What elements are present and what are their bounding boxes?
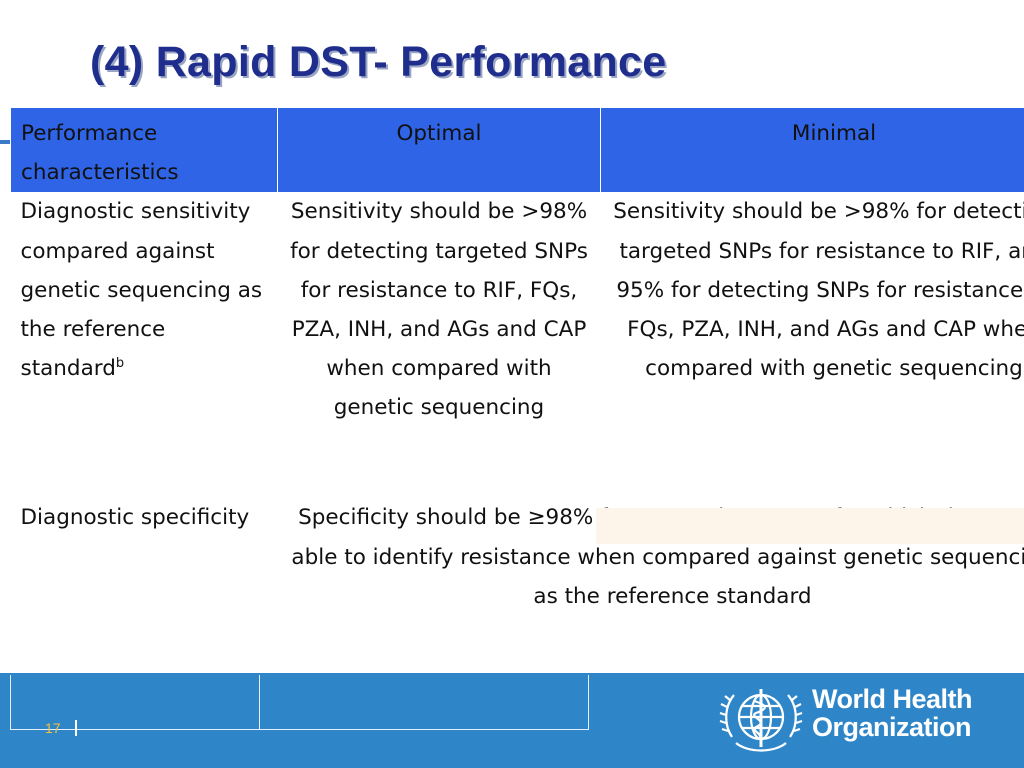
footer-frame-left — [10, 675, 260, 730]
header-performance-characteristics: Performance characteristics — [10, 108, 278, 193]
header-minimal: Minimal — [600, 108, 1024, 193]
footer-band — [0, 673, 1024, 768]
cell-minimal-sensitivity: Sensitivity should be >98% for detecting… — [613, 199, 1024, 382]
footer-frame-middle — [258, 675, 589, 730]
footnote-marker: b — [115, 356, 125, 372]
row-label-sensitivity: Diagnostic sensitivity compared against … — [11, 192, 278, 492]
who-name-line1: World Health — [812, 684, 973, 714]
who-logo: World Health Organization — [718, 677, 978, 757]
row-label-text: Diagnostic sensitivity compared against … — [20, 199, 263, 382]
highlight-band — [596, 508, 1024, 544]
page-number: 17 — [45, 720, 61, 736]
page-number-separator — [75, 720, 77, 736]
left-accent-mark — [0, 140, 12, 144]
table-header-row: Performance characteristics Optimal Mini… — [10, 108, 1024, 193]
slide-title: (4) Rapid DST- Performance — [90, 38, 667, 86]
row-label-specificity: Diagnostic specificity — [20, 505, 250, 531]
table-row: Diagnostic sensitivity compared against … — [11, 192, 1024, 492]
cell-optimal-sensitivity: Sensitivity should be >98% for detecting… — [290, 199, 588, 421]
table-row: Diagnostic specificity Specificity shoul… — [11, 492, 1024, 616]
cell-specificity-merged: Specificity should be ≥98% for any anti-… — [291, 505, 1024, 609]
who-wordmark: World Health Organization — [812, 684, 973, 742]
who-emblem-icon — [719, 689, 803, 752]
who-name-line2: Organization — [812, 712, 972, 742]
header-optimal: Optimal — [277, 108, 601, 193]
performance-table: Performance characteristics Optimal Mini… — [10, 108, 1024, 616]
